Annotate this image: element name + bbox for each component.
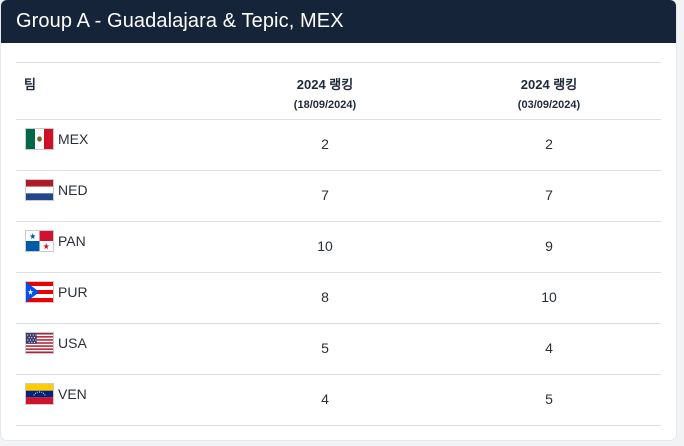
venezuela-flag-icon (25, 383, 54, 405)
team-cell: MEX (25, 128, 213, 150)
group-card: Group A - Guadalajara & Tepic, MEX 팀 202… (1, 0, 676, 440)
team-code: USA (58, 335, 87, 351)
ranking-value-1: 7 (321, 187, 329, 203)
ranking-value-2: 5 (545, 391, 553, 407)
usa-flag-icon (25, 332, 54, 354)
ranking-value-1: 2 (321, 136, 329, 152)
ranking-value-1: 4 (321, 391, 329, 407)
table-row: USA 5 4 (16, 324, 661, 375)
ranking-column-header-2: 2024 랭킹 (03/09/2024) (437, 63, 661, 120)
puerto-rico-flag-icon (25, 281, 54, 303)
rankings-table-wrap: 팀 2024 랭킹 (18/09/2024) 2024 랭킹 (03/09/20… (16, 62, 661, 426)
ranking-value-1: 10 (317, 238, 333, 254)
team-cell: NED (25, 179, 213, 201)
team-cell: PUR (25, 281, 213, 303)
team-code: VEN (58, 386, 87, 402)
team-code: MEX (58, 131, 89, 147)
ranking-column-date-2: (03/09/2024) (517, 99, 581, 111)
panama-flag-icon (25, 230, 54, 252)
ranking-column-label-2: 2024 랭킹 (520, 77, 578, 92)
table-row: VEN 4 5 (16, 375, 661, 426)
team-cell: USA (25, 332, 213, 354)
ranking-value-2: 2 (545, 136, 553, 152)
team-code: NED (58, 182, 88, 198)
group-title: Group A - Guadalajara & Tepic, MEX (1, 0, 676, 43)
ranking-value-1: 5 (321, 340, 329, 356)
table-row: PAN 10 9 (16, 222, 661, 273)
team-code: PAN (58, 233, 86, 249)
team-code: PUR (58, 284, 88, 300)
ranking-column-header-1: 2024 랭킹 (18/09/2024) (213, 63, 437, 120)
ranking-value-1: 8 (321, 289, 329, 305)
ranking-column-date-1: (18/09/2024) (293, 99, 357, 111)
ranking-value-2: 7 (545, 187, 553, 203)
table-row: MEX 2 2 (16, 120, 661, 171)
team-cell: PAN (25, 230, 213, 252)
table-row: PUR 8 10 (16, 273, 661, 324)
team-column-header: 팀 (24, 77, 36, 92)
team-cell: VEN (25, 383, 213, 405)
rankings-table: 팀 2024 랭킹 (18/09/2024) 2024 랭킹 (03/09/20… (16, 62, 661, 426)
mexico-flag-icon (25, 128, 54, 150)
ranking-value-2: 9 (545, 238, 553, 254)
ranking-value-2: 4 (545, 340, 553, 356)
table-header-row: 팀 2024 랭킹 (18/09/2024) 2024 랭킹 (03/09/20… (16, 62, 661, 120)
ranking-value-2: 10 (541, 289, 557, 305)
ranking-column-label-1: 2024 랭킹 (296, 77, 354, 92)
table-row: NED 7 7 (16, 171, 661, 222)
netherlands-flag-icon (25, 179, 54, 201)
